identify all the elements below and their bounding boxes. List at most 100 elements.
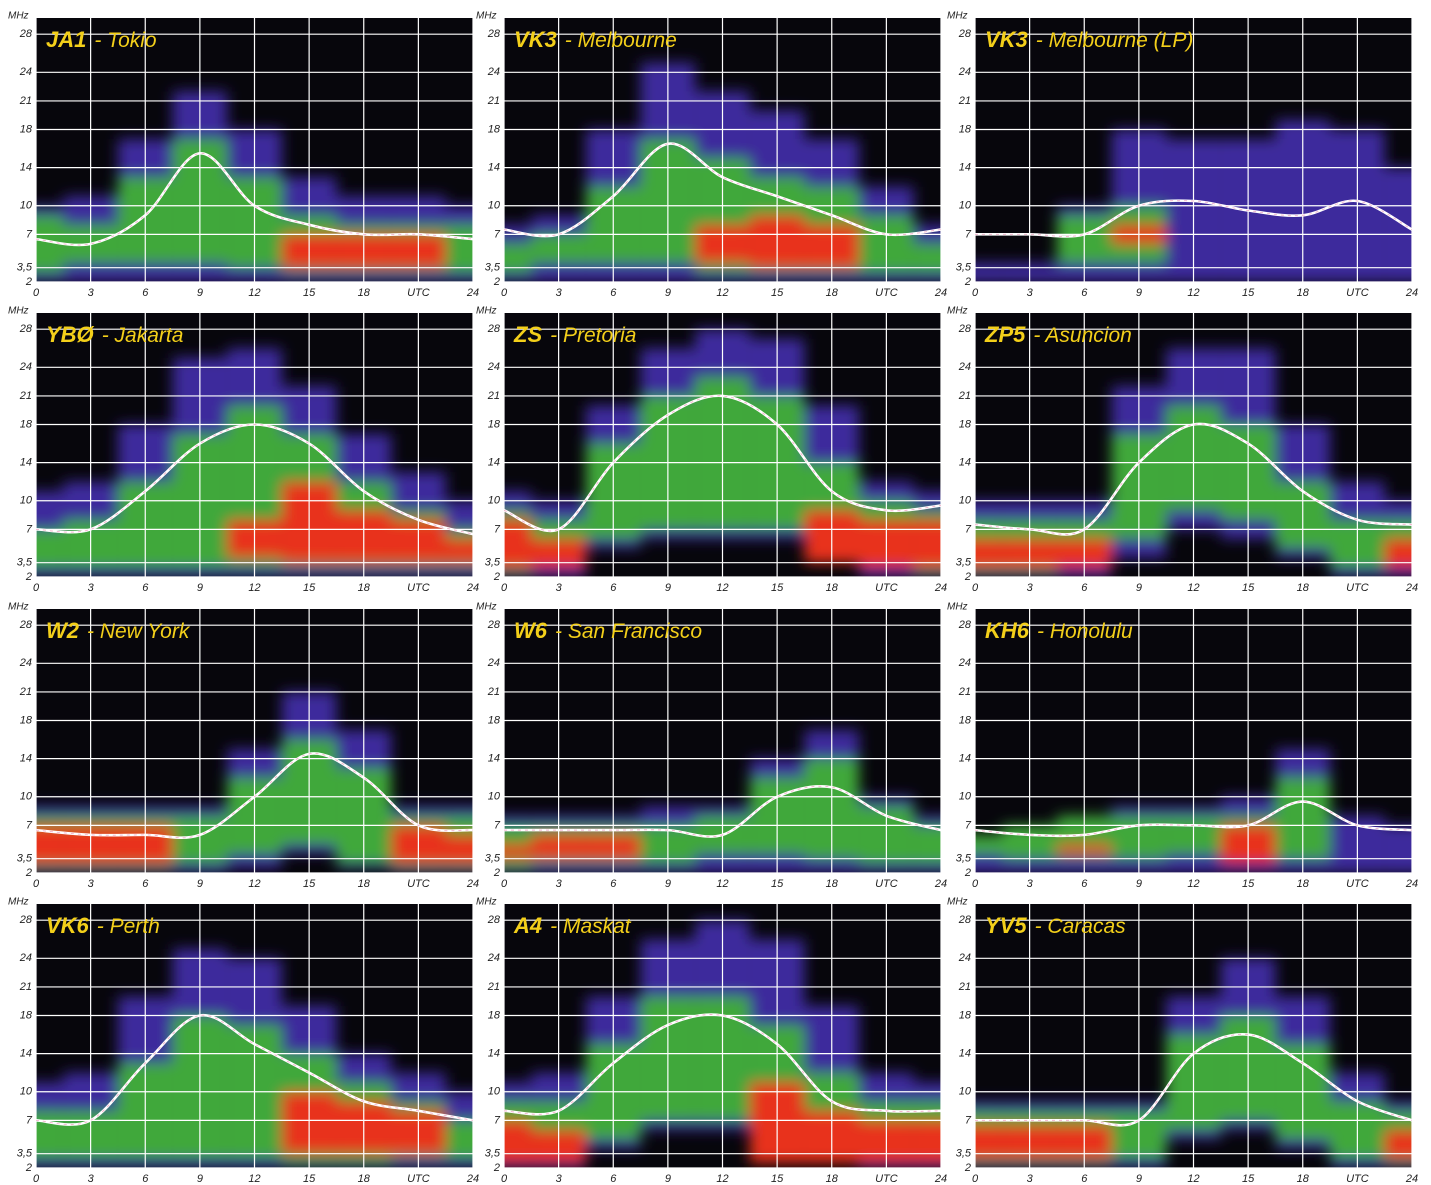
callsign: ZS <box>513 322 542 347</box>
panel: 2 3,5 7 10 14 18 21 24 28 0 3 6 9 12 15 18 UTC 24 MHz KH6 - … <box>947 602 1418 890</box>
heat-cell <box>913 519 941 568</box>
y-tick-label: 18 <box>20 714 33 726</box>
y-tick-label: 24 <box>958 952 971 964</box>
y-tick-label: 7 <box>26 819 33 831</box>
panel: 2 3,5 7 10 14 18 21 24 28 0 3 6 9 12 15 18 UTC 24 MHz VK3 - … <box>947 11 1418 299</box>
y-tick-label: 2 <box>493 571 500 583</box>
panel-title: ZP5 - Asuncion <box>984 322 1132 347</box>
x-tick-label: 6 <box>1081 287 1088 299</box>
x-tick-label: 18 <box>358 1173 371 1185</box>
y-tick-label: 3,5 <box>17 262 33 274</box>
location: - Caracas <box>1035 915 1127 938</box>
x-tick-label: 15 <box>303 582 316 594</box>
y-tick-label: 18 <box>20 123 33 135</box>
y-tick-label: 14 <box>959 753 971 765</box>
panel-title: W6 - San Francisco <box>514 618 702 643</box>
y-tick-label: 10 <box>20 791 33 803</box>
x-tick-label: 9 <box>665 287 671 299</box>
panel-title: ZS - Pretoria <box>513 322 636 347</box>
x-tick-label: 18 <box>826 1173 839 1185</box>
x-tick-label: 9 <box>197 287 203 299</box>
location: - San Francisco <box>555 620 702 643</box>
muf-line-group <box>36 1014 473 1126</box>
panel: 2 3,5 7 10 14 18 21 24 28 0 3 6 9 12 15 18 UTC 24 MHz W6 - S… <box>476 602 947 890</box>
y-tick-label: 24 <box>958 66 971 78</box>
y-tick-label: 21 <box>958 981 971 993</box>
y-tick-label: 10 <box>20 200 33 212</box>
y-tick-label: 10 <box>20 495 33 507</box>
heat-cell <box>36 1110 64 1159</box>
x-tick-label: 24 <box>934 1173 947 1185</box>
x-tick-label: 15 <box>771 1173 784 1185</box>
x-tick-label: 12 <box>1187 582 1199 594</box>
y-axis-unit: MHz <box>947 602 968 613</box>
location: - Tokio <box>94 29 157 52</box>
y-tick-label: 3,5 <box>17 557 33 569</box>
muf-line-dash <box>504 395 941 532</box>
y-tick-label: 28 <box>19 619 33 631</box>
panel: 2 3,5 7 10 14 18 21 24 28 0 3 6 9 12 15 18 UTC 24 MHz ZP5 - … <box>947 306 1418 594</box>
muf-line-group <box>504 1013 941 1116</box>
x-tick-label: 24 <box>1405 582 1418 594</box>
y-tick-label: 28 <box>19 914 33 926</box>
location: - Pretoria <box>550 324 636 347</box>
panel: 2 3,5 7 10 14 18 21 24 28 0 3 6 9 12 15 18 UTC 24 MHz VK6 - … <box>8 897 479 1185</box>
x-tick-label: 6 <box>142 878 149 890</box>
location: - Asuncion <box>1033 324 1131 347</box>
x-tick-label: 3 <box>88 287 95 299</box>
y-tick-label: 14 <box>959 162 971 174</box>
y-tick-label: 24 <box>487 657 500 669</box>
x-tick-label: 15 <box>771 582 784 594</box>
y-tick-label: 3,5 <box>956 262 972 274</box>
y-tick-label: 21 <box>19 390 32 402</box>
x-tick-label: 24 <box>934 878 947 890</box>
x-tick-label: 12 <box>248 287 260 299</box>
muf-line-group <box>975 199 1412 238</box>
x-tick-label: 3 <box>88 582 95 594</box>
muf-line-dash <box>36 1014 473 1126</box>
y-tick-label: 10 <box>959 1086 972 1098</box>
y-tick-label: 3,5 <box>17 1148 33 1160</box>
y-tick-label: 28 <box>487 28 501 40</box>
x-tick-label: 3 <box>1027 878 1034 890</box>
x-tick-label: 6 <box>1081 582 1088 594</box>
y-tick-label: 14 <box>20 457 32 469</box>
muf-line-dash <box>36 424 473 535</box>
x-tick-label: 24 <box>1405 1173 1418 1185</box>
muf-line-group <box>36 152 473 247</box>
x-tick-label: 24 <box>934 287 947 299</box>
x-tick-label: UTC <box>1346 878 1369 890</box>
heat-cell <box>36 215 64 273</box>
y-tick-label: 28 <box>487 323 501 335</box>
callsign: VK6 <box>46 913 90 938</box>
callsign: W6 <box>514 618 548 643</box>
x-tick-label: 0 <box>972 1173 979 1185</box>
panel-title: A4 - Maskat <box>513 913 632 938</box>
x-tick-label: 6 <box>142 287 149 299</box>
callsign: KH6 <box>985 618 1030 643</box>
x-tick-label: 15 <box>771 878 784 890</box>
muf-line-dash <box>504 785 941 838</box>
muf-line <box>975 1033 1412 1127</box>
x-tick-label: 9 <box>665 878 671 890</box>
x-tick-label: 6 <box>142 582 149 594</box>
x-tick-label: 18 <box>826 582 839 594</box>
heat-cell <box>975 834 1003 854</box>
callsign: YV5 <box>985 913 1027 938</box>
x-tick-label: 3 <box>556 582 563 594</box>
callsign: A4 <box>513 913 542 938</box>
y-axis-unit: MHz <box>8 602 29 613</box>
x-tick-label: 9 <box>1136 287 1142 299</box>
panel-title: YBØ - Jakarta <box>46 322 183 347</box>
y-tick-label: 2 <box>493 276 500 288</box>
x-tick-label: UTC <box>407 878 430 890</box>
location: - New York <box>87 620 191 643</box>
panel-title: VK6 - Perth <box>46 913 160 938</box>
y-tick-label: 24 <box>487 952 500 964</box>
y-tick-label: 14 <box>488 1048 500 1060</box>
y-tick-label: 18 <box>959 1009 972 1021</box>
x-tick-label: 24 <box>466 1173 479 1185</box>
muf-line-group <box>504 784 941 838</box>
y-tick-label: 3,5 <box>956 557 972 569</box>
muf-line-group <box>975 422 1412 536</box>
